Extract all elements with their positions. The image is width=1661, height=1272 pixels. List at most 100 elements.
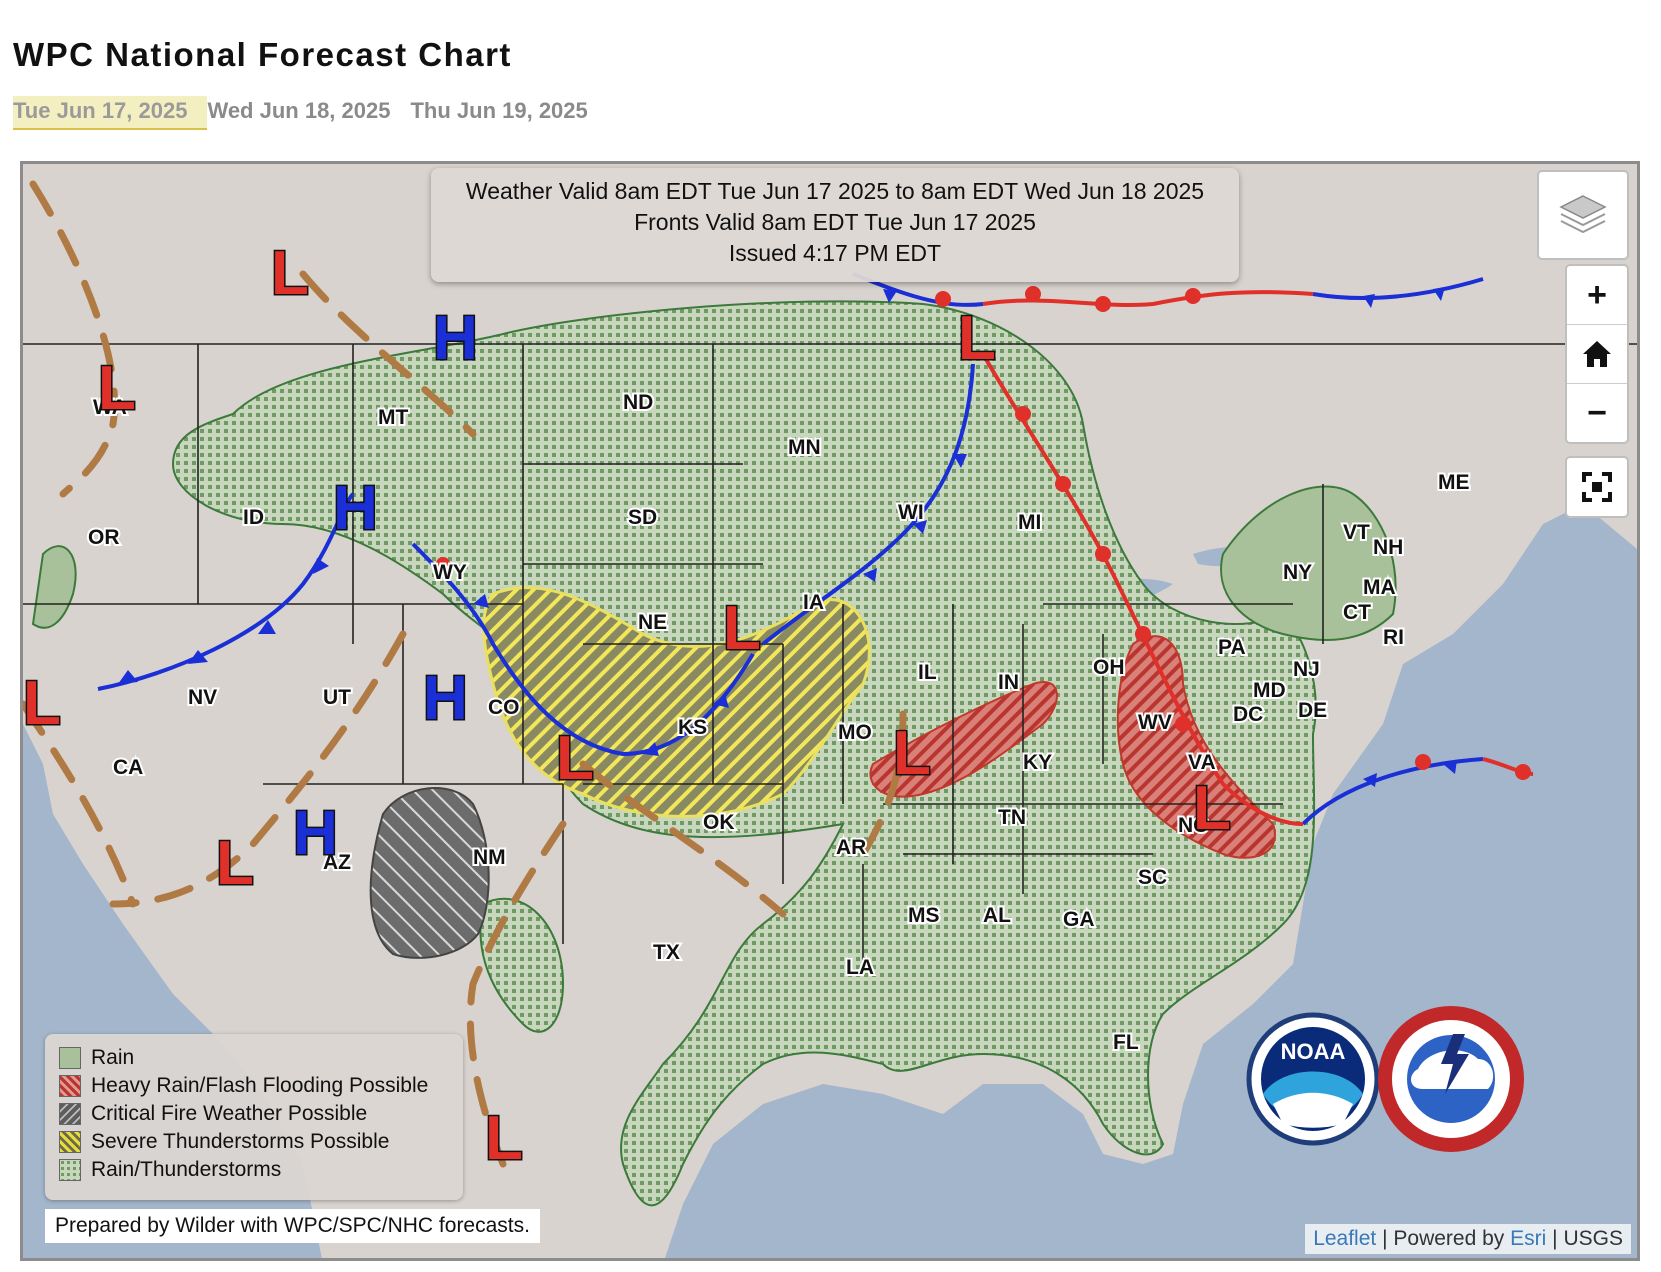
state-label: ND [623,391,653,414]
cold-front-barbs [118,287,1457,787]
state-label: NE [638,611,667,634]
cold-fronts [97,272,1484,826]
state-label: VA [1188,751,1216,774]
day-tabs: Tue Jun 17, 2025 Wed Jun 18, 2025 Thu Ju… [13,96,608,130]
legend-swatch-rain [59,1047,81,1069]
low-pressure-icon: L [958,304,996,373]
state-label: WI [898,501,924,524]
state-label: MD [1253,679,1286,702]
legend-label: Rain/Thunderstorms [91,1158,282,1181]
legend-item-severe: Severe Thunderstorms Possible [59,1128,449,1156]
state-label: NJ [1293,658,1320,681]
low-pressure-icon: L [98,354,136,423]
map-canvas: WA OR CA NV ID MT WY UT CO AZ NM ND SD N… [23,164,1637,1258]
state-label: OR [88,526,120,549]
attribution-separator: | [1382,1227,1388,1250]
state-label: NH [1373,536,1403,559]
state-label: CA [113,756,143,779]
low-pressure-icon: L [216,829,254,898]
tab-day-1[interactable]: Tue Jun 17, 2025 [13,96,208,130]
state-label: VT [1343,521,1370,544]
state-label: RI [1383,626,1404,649]
state-label: WA [93,396,127,419]
trough-lines [23,180,907,1168]
rain-area-oregon [31,545,77,629]
legend-label: Severe Thunderstorms Possible [91,1130,390,1153]
low-pressure-icon: L [23,669,61,738]
state-label: AL [983,904,1011,927]
state-label: MT [378,406,408,429]
state-label: NY [1283,561,1312,584]
state-label: GA [1063,908,1095,931]
noaa-logo: NOAA [1246,1012,1380,1146]
zoom-in-button[interactable]: + [1567,266,1627,325]
zoom-controls: + − [1565,264,1629,444]
state-label: PA [1218,636,1246,659]
legend-swatch-severe [59,1131,81,1153]
layers-button[interactable] [1537,170,1629,260]
heavy-rain-area-ky [869,681,1058,798]
state-label: MI [1018,511,1041,534]
legend-label: Rain [91,1046,135,1069]
state-label: MA [1363,576,1396,599]
state-label: SC [1138,866,1167,889]
state-label: CO [488,696,520,719]
tab-day-3[interactable]: Thu Jun 19, 2025 [410,98,588,123]
state-label: KS [678,716,707,739]
legend-item-rain-thunder: Rain/Thunderstorms [59,1156,449,1184]
state-label: ID [243,506,264,529]
legend: Rain Heavy Rain/Flash Flooding Possible … [45,1034,463,1200]
high-pressure-icon: H [333,474,378,543]
fullscreen-button[interactable] [1565,456,1629,518]
legend-label: Critical Fire Weather Possible [91,1102,368,1125]
state-label: IL [918,661,937,684]
state-label: OH [1093,656,1125,679]
state-label: NV [188,686,217,709]
esri-link[interactable]: Esri [1510,1227,1547,1250]
legend-item-fire: Critical Fire Weather Possible [59,1100,449,1128]
page-title: WPC National Forecast Chart [13,36,512,73]
high-pressure-centers: H H H H [292,303,480,870]
forecast-map[interactable]: WA OR CA NV ID MT WY UT CO AZ NM ND SD N… [20,161,1640,1261]
state-label: MS [908,904,940,927]
leaflet-link[interactable]: Leaflet [1313,1227,1377,1250]
state-label: SD [628,506,657,529]
state-label: AZ [323,851,351,874]
state-label: LA [846,956,874,979]
state-label: IN [998,671,1019,694]
zoom-out-button[interactable]: − [1587,393,1607,432]
nws-logo [1378,1006,1524,1152]
low-pressure-icon: L [723,594,761,663]
state-label: WV [1138,711,1172,734]
state-label: DC [1233,703,1263,726]
state-label: MO [838,721,872,744]
legend-item-rain: Rain [59,1044,449,1072]
state-label: KY [1023,751,1052,774]
low-pressure-centers: L L L L L L L L L L [23,238,1232,1175]
issued-text: Issued 4:17 PM EDT [728,240,942,266]
state-label: IA [803,591,824,614]
fullscreen-icon [1582,472,1612,502]
home-button[interactable] [1567,325,1627,384]
tab-day-2[interactable]: Wed Jun 18, 2025 [207,98,391,123]
low-pressure-icon: L [893,719,931,788]
powered-by-text: Powered by [1393,1227,1505,1250]
fronts-valid-text: Fronts Valid 8am EDT Tue Jun 17 2025 [634,209,1036,235]
layers-icon [1559,195,1607,234]
state-label: NM [473,846,506,869]
low-pressure-icon: L [271,239,309,308]
legend-swatch-fire [59,1103,81,1125]
legend-swatch-rain-thunder [59,1159,81,1181]
state-label: FL [1113,1031,1139,1054]
low-pressure-icon: L [485,1104,523,1173]
low-pressure-icon: L [556,724,594,793]
home-icon [1583,341,1611,367]
state-label: MN [788,436,821,459]
state-label: OK [703,811,735,834]
valid-time-box: Weather Valid 8am EDT Tue Jun 17 2025 to… [431,168,1239,282]
state-label: NC [1178,814,1208,837]
legend-label: Heavy Rain/Flash Flooding Possible [91,1074,429,1097]
fire-weather-area [369,787,490,959]
rain-area-northeast [1220,485,1397,641]
high-pressure-icon: H [293,799,338,868]
